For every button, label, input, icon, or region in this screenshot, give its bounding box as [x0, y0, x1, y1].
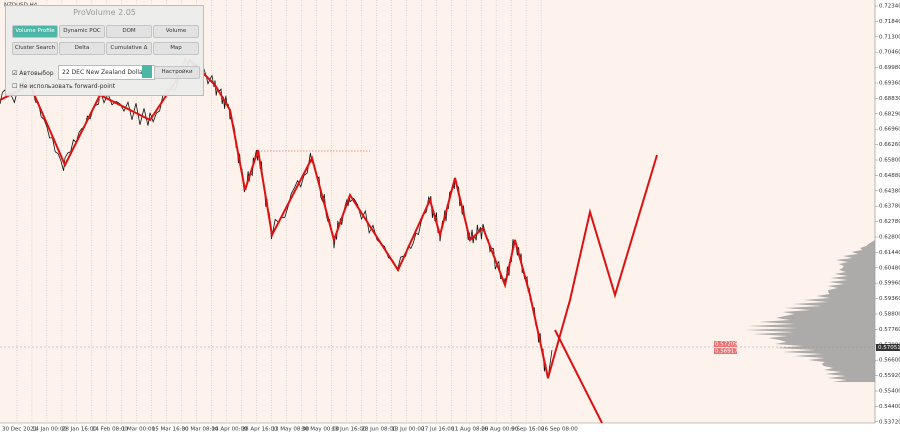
mode-button[interactable]: Volume — [153, 25, 199, 38]
time-label: 27 Jul 16:00 — [421, 427, 454, 433]
time-label: 30 Mar 08:00 — [182, 427, 219, 433]
price-label: 0.71840 — [879, 19, 900, 25]
time-label: 26 Aug 00:00 — [481, 427, 519, 433]
time-label: 30 May 00:00 — [302, 427, 340, 433]
time-label: 1 Mar 00:00 — [122, 427, 156, 433]
price-label: 0.64380 — [879, 188, 900, 194]
price-label: 0.72340 — [879, 4, 900, 10]
price-label: 0.53720 — [879, 419, 900, 425]
mode-button[interactable]: Map — [153, 42, 199, 55]
auto-select-label: Автовыбор — [19, 70, 54, 77]
price-label: 0.56600 — [879, 358, 900, 364]
volume-profile — [745, 240, 875, 382]
current-price-tag — [876, 344, 900, 351]
level-label: 0.57209 — [715, 342, 738, 348]
price-label: 0.63780 — [879, 204, 900, 210]
provolume-panel: ProVolume 2.05 ☑ Автовыбор 22 DEC New Ze… — [5, 5, 204, 96]
contract-select[interactable]: 22 DEC New Zealand Dollar — [58, 65, 155, 80]
time-label: 13 Jul 00:00 — [391, 427, 424, 433]
auto-select[interactable]: ☑ Автовыбор — [12, 70, 54, 77]
time-label: 13 May 08:00 — [272, 427, 310, 433]
projection — [554, 329, 603, 424]
price-label: 0.66260 — [879, 142, 900, 148]
panel-title: ProVolume 2.05 — [73, 8, 136, 17]
price-label: 0.66960 — [879, 127, 900, 133]
select-arrow[interactable] — [142, 65, 152, 78]
price-label: 0.60480 — [879, 265, 900, 271]
level-tag — [714, 341, 737, 347]
time-label: 14 Apr 00:00 — [212, 427, 248, 433]
time-label: 13 Jun 16:00 — [331, 427, 366, 433]
price-label: 0.59360 — [879, 296, 900, 302]
time-label: 9 Sep 16:00 — [511, 427, 545, 433]
mode-button[interactable]: Cumulative Δ — [106, 42, 152, 55]
level-tag — [714, 348, 737, 354]
forward-point-label: Не использовать forward-point — [19, 83, 116, 90]
mode-button[interactable]: DOM — [106, 25, 152, 38]
forward-point[interactable]: ☐ Не использовать forward-point — [12, 83, 116, 90]
price-label: 0.65800 — [879, 158, 900, 164]
price-label: 0.69980 — [879, 65, 900, 71]
price-label: 0.55400 — [879, 389, 900, 395]
price-label: 0.71300 — [879, 34, 900, 40]
price-label: 0.68290 — [879, 111, 900, 117]
price-label: 0.64880 — [879, 173, 900, 179]
price-label: 0.54400 — [879, 404, 900, 410]
time-label: 11 Aug 08:00 — [451, 427, 489, 433]
current-price-label: 0.57051 — [878, 345, 900, 351]
price-label: 0.62780 — [879, 219, 900, 225]
mode-button[interactable]: Dynamic POC — [59, 25, 105, 38]
time-label: 14 Feb 08:00 — [92, 427, 129, 433]
price-label: 0.57760 — [879, 327, 900, 333]
time-axis — [0, 423, 875, 435]
time-label: 14 Jan 00:00 — [32, 427, 67, 433]
price-label: 0.62800 — [879, 235, 900, 241]
level-label: 0.56917 — [715, 349, 738, 355]
time-label: 15 Mar 16:00 — [152, 427, 189, 433]
price-label: 0.70460 — [879, 50, 900, 56]
contract-label: 22 DEC New Zealand Dollar — [62, 69, 146, 76]
time-label: 28 Apr 16:00 — [242, 427, 278, 433]
mode-button[interactable]: Cluster Search — [12, 42, 58, 55]
price-label: 0.59960 — [879, 281, 900, 287]
mode-button[interactable]: Volume Profile — [12, 25, 58, 38]
time-label: 30 Dec 2021 — [2, 427, 37, 433]
price-label: 0.68830 — [879, 96, 900, 102]
price-label: 0.61440 — [879, 250, 900, 256]
settings-button[interactable]: Настройки — [154, 66, 200, 79]
time-label: 28 Jun 08:00 — [361, 427, 396, 433]
time-label: 28 Jan 16:00 — [62, 427, 97, 433]
price-axis — [875, 0, 900, 435]
price-label: 0.55920 — [879, 373, 900, 379]
time-label: 26 Sep 08:00 — [541, 427, 578, 433]
price-label: 0.58800 — [879, 312, 900, 318]
mode-button[interactable]: Delta — [59, 42, 105, 55]
price-label: 0.69360 — [879, 81, 900, 87]
